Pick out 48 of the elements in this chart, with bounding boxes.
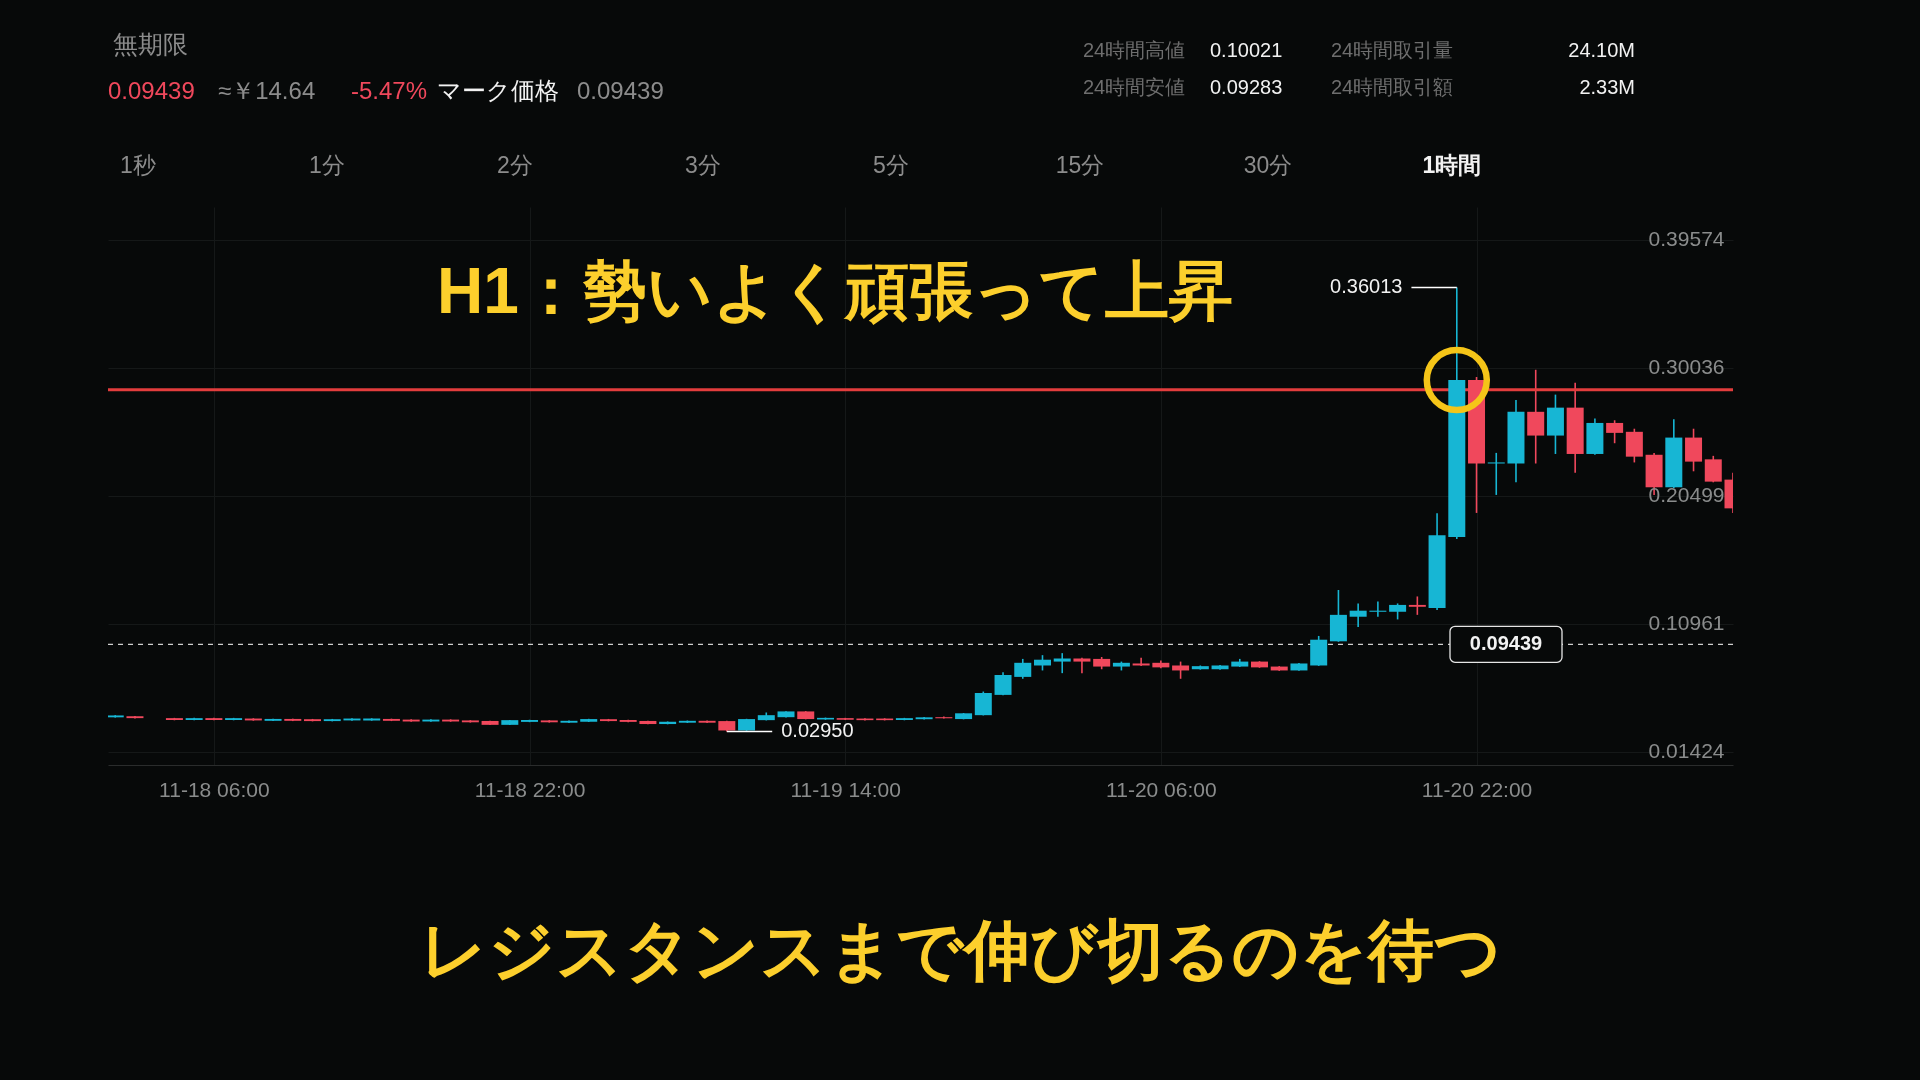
candlestick [1349, 602, 1367, 628]
text: 3分 [685, 152, 721, 178]
text: 1秒 [120, 152, 156, 178]
candlestick [1487, 452, 1505, 496]
y-tick-label: 0.20499 [1648, 483, 1725, 507]
candlestick [1132, 657, 1150, 667]
text: レジスタンスまで伸び切るのを待つ [420, 913, 1502, 987]
text: -5.47% [351, 77, 428, 104]
text: 2分 [497, 152, 533, 178]
text: 0.10021 [1210, 39, 1283, 61]
text: 0.09283 [1210, 76, 1283, 98]
text: 0.09439 [577, 77, 664, 104]
annotation: 0.02950 [781, 719, 854, 742]
candlestick [1369, 600, 1387, 618]
y-tick-label: 0.39574 [1648, 227, 1725, 251]
candlestick [1073, 657, 1091, 674]
text: 1分 [309, 152, 345, 178]
candlestick [1053, 652, 1071, 674]
text: 0.09439 [108, 77, 195, 104]
ref-line-label: 0.09439 [1469, 632, 1543, 655]
annotation: 0.36013 [1330, 275, 1403, 298]
x-tick-label: 11-20 22:00 [1421, 777, 1533, 801]
y-tick-label: 0.01424 [1648, 739, 1725, 763]
text: 1時間 [1422, 152, 1482, 178]
text: 無期限 [113, 30, 188, 58]
text: 24時間安値 [1083, 76, 1186, 98]
text: 5分 [873, 152, 909, 178]
text: 24時間高値 [1083, 39, 1186, 61]
text: 24時間取引額 [1331, 76, 1454, 98]
candlestick [1527, 368, 1545, 465]
x-tick-label: 11-20 06:00 [1106, 777, 1217, 801]
text: 30分 [1243, 152, 1293, 178]
candlestick [1408, 595, 1426, 616]
x-tick-label: 11-19 14:00 [790, 777, 901, 801]
text: 24時間取引量 [1331, 39, 1454, 61]
x-tick-label: 11-18 22:00 [474, 777, 586, 801]
x-tick-label: 11-18 06:00 [159, 777, 270, 801]
candlestick [1606, 419, 1624, 445]
y-tick-label: 0.30036 [1648, 355, 1725, 379]
text: マーク価格 [437, 77, 559, 104]
text: 24.10M [1568, 39, 1635, 61]
candlestick [1704, 455, 1722, 484]
text: ≈￥14.64 [218, 77, 316, 104]
y-tick-label: 0.10961 [1648, 611, 1725, 635]
text: H1：勢いよく頑張って上昇 [437, 255, 1233, 327]
text: 15分 [1055, 152, 1105, 178]
candlestick [1014, 658, 1032, 680]
text: 2.33M [1579, 76, 1635, 98]
